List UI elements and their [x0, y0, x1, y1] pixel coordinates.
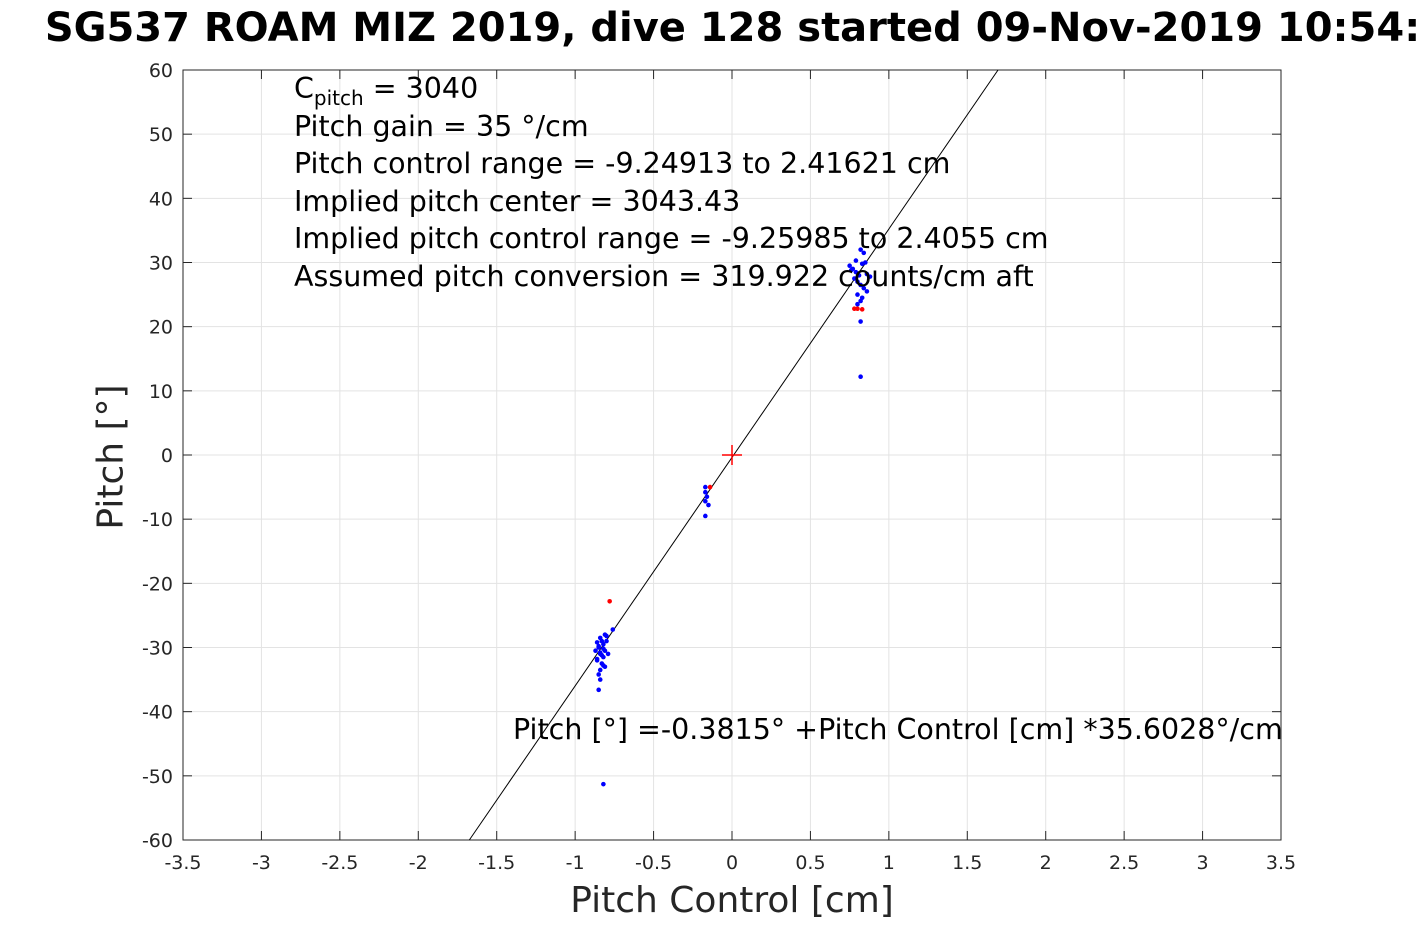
x-tick-label: 3 [1197, 852, 1209, 874]
points-layer [593, 247, 873, 787]
x-axis-label: Pitch Control [cm] [570, 880, 894, 921]
data-point-blue [848, 267, 854, 273]
data-point-blue [853, 269, 859, 275]
data-point-blue [856, 273, 862, 278]
data-point-blue [610, 627, 616, 632]
x-tick-label: 2 [1040, 852, 1052, 874]
data-point-blue [704, 494, 710, 500]
x-tick-label: 1.5 [952, 852, 982, 874]
data-point-blue [596, 687, 601, 693]
pitch-conversion-line: Assumed pitch conversion = 319.922 count… [294, 259, 1034, 293]
y-tick-label: -50 [142, 766, 173, 788]
y-tick-label: 10 [149, 381, 173, 403]
data-point-blue [601, 781, 606, 787]
data-point-blue [703, 489, 708, 495]
data-point-blue [855, 292, 860, 297]
grid-layer [182, 69, 1282, 841]
y-tick-label: 0 [161, 445, 173, 467]
data-point-blue [864, 289, 870, 294]
data-point-blue [597, 677, 603, 682]
x-tick-label: -3 [252, 852, 271, 874]
data-point-blue [593, 648, 598, 654]
data-point-blue [867, 274, 873, 279]
data-point-blue [601, 663, 606, 668]
data-point-blue [847, 263, 852, 269]
data-point-blue [863, 260, 868, 265]
data-point-blue [594, 640, 600, 645]
fit-equation-label: Pitch [°] =-0.3815° +Pitch Control [cm] … [513, 713, 1283, 746]
data-point-red [855, 306, 860, 312]
pitch-control-range-line: Pitch control range = -9.24913 to 2.4162… [294, 147, 951, 181]
data-point-blue [858, 282, 863, 288]
data-point-blue [858, 247, 863, 252]
x-tick-label: -2.5 [321, 852, 358, 874]
center-plus-marker [722, 445, 742, 465]
data-point-blue [861, 250, 867, 256]
figure-title: SG537 ROAM MIZ 2019, dive 128 started 09… [44, 5, 1417, 51]
c-pitch-line: Cpitch = 3040 [294, 70, 1049, 108]
data-point-red [707, 484, 713, 490]
y-tick-label: -60 [142, 830, 173, 852]
x-tick-label: -2 [409, 852, 428, 874]
data-point-blue [601, 646, 606, 652]
data-point-red [607, 599, 612, 604]
x-tick-label: -1 [566, 852, 585, 874]
data-point-blue [597, 667, 603, 673]
data-point-blue [853, 258, 859, 263]
data-point-blue [599, 652, 605, 658]
y-tick-label: -10 [142, 509, 173, 531]
data-point-blue [864, 271, 870, 277]
x-tick-label: -3.5 [164, 852, 201, 874]
y-tick-label: 40 [149, 188, 173, 210]
y-axis-label: Pitch [°] [90, 384, 132, 530]
data-point-blue [594, 656, 600, 662]
y-tick-label: -30 [142, 638, 173, 660]
data-point-blue [855, 279, 860, 285]
data-point-blue [596, 643, 601, 649]
data-point-blue [601, 641, 606, 647]
x-tick-label: -0.5 [635, 852, 672, 874]
data-point-red [859, 307, 865, 312]
data-point-blue [602, 632, 608, 637]
center-marker-layer [722, 445, 742, 465]
data-point-blue [703, 484, 708, 490]
x-tick-label: 2.5 [1109, 852, 1139, 874]
data-point-blue [604, 638, 609, 644]
pitch-gain-line: Pitch gain = 35 °/cm [294, 109, 589, 143]
c-pitch-value: = 3040 [363, 72, 479, 105]
y-tick-label: -40 [142, 702, 173, 724]
data-point-blue [858, 319, 863, 324]
data-point-blue [605, 651, 611, 657]
x-tick-label: 1 [883, 852, 895, 874]
y-tick-label: 50 [149, 124, 173, 146]
data-point-blue [596, 672, 601, 677]
implied-pitch-range-line: Implied pitch control range = -9.25985 t… [294, 222, 1049, 256]
y-tick-label: 60 [149, 60, 173, 82]
ticks-layer: -3.5 -3 -2.5 -2 -1.5 -1 -0.5 0 0.5 1 1.5 2 2.5 3 3.5 -6… [142, 60, 1296, 874]
x-tick-label: 0 [726, 852, 738, 874]
stats-annotation: Cpitch = 3040 Pitch gain = 35 °/cm Pitch… [294, 70, 1049, 296]
data-point-blue [861, 285, 867, 291]
x-tick-label: 0.5 [795, 852, 825, 874]
data-point-blue [852, 276, 857, 281]
x-tick-label: -1.5 [478, 852, 515, 874]
c-pitch-subscript: pitch [313, 86, 364, 110]
data-point-blue [858, 374, 863, 380]
y-tick-label: 20 [149, 317, 173, 339]
data-point-blue [703, 498, 708, 504]
data-point-blue [703, 513, 708, 519]
y-tick-label: 30 [149, 253, 173, 275]
x-tick-label: 3.5 [1266, 852, 1296, 874]
c-pitch-symbol: C [294, 72, 314, 105]
data-point-blue [706, 502, 711, 508]
y-tick-label: -20 [142, 573, 173, 595]
data-point-blue [855, 301, 860, 307]
implied-pitch-center-line: Implied pitch center = 3043.43 [294, 184, 741, 218]
data-point-blue [858, 298, 863, 304]
